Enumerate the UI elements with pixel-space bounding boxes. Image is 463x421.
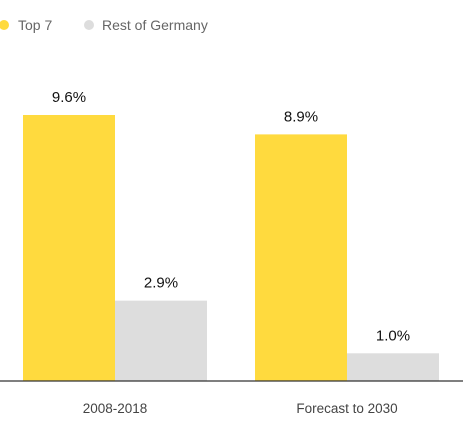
bar-rest-2 [347, 353, 439, 381]
legend-swatch-rest [84, 20, 94, 30]
legend-item-rest: Rest of Germany [84, 17, 208, 33]
data-label-top7-2: 8.9% [284, 108, 318, 125]
category-label-1: 2008-2018 [83, 401, 148, 416]
legend-item-top7: Top 7 [0, 17, 52, 33]
bar-top7-1 [23, 115, 115, 381]
category-label-2: Forecast to 2030 [296, 401, 397, 416]
bars [23, 115, 439, 381]
bar-top7-2 [255, 134, 347, 381]
data-labels: 9.6% 2.9% 8.9% 1.0% [52, 89, 410, 344]
data-label-top7-1: 9.6% [52, 89, 86, 106]
legend-swatch-top7 [0, 20, 9, 30]
category-labels: 2008-2018 Forecast to 2030 [83, 401, 398, 416]
bar-rest-1 [115, 300, 207, 381]
data-label-rest-1: 2.9% [144, 275, 178, 292]
legend: Top 7 Rest of Germany [0, 17, 208, 33]
data-label-rest-2: 1.0% [376, 327, 410, 344]
legend-label-top7: Top 7 [18, 17, 52, 33]
legend-label-rest: Rest of Germany [102, 17, 208, 33]
